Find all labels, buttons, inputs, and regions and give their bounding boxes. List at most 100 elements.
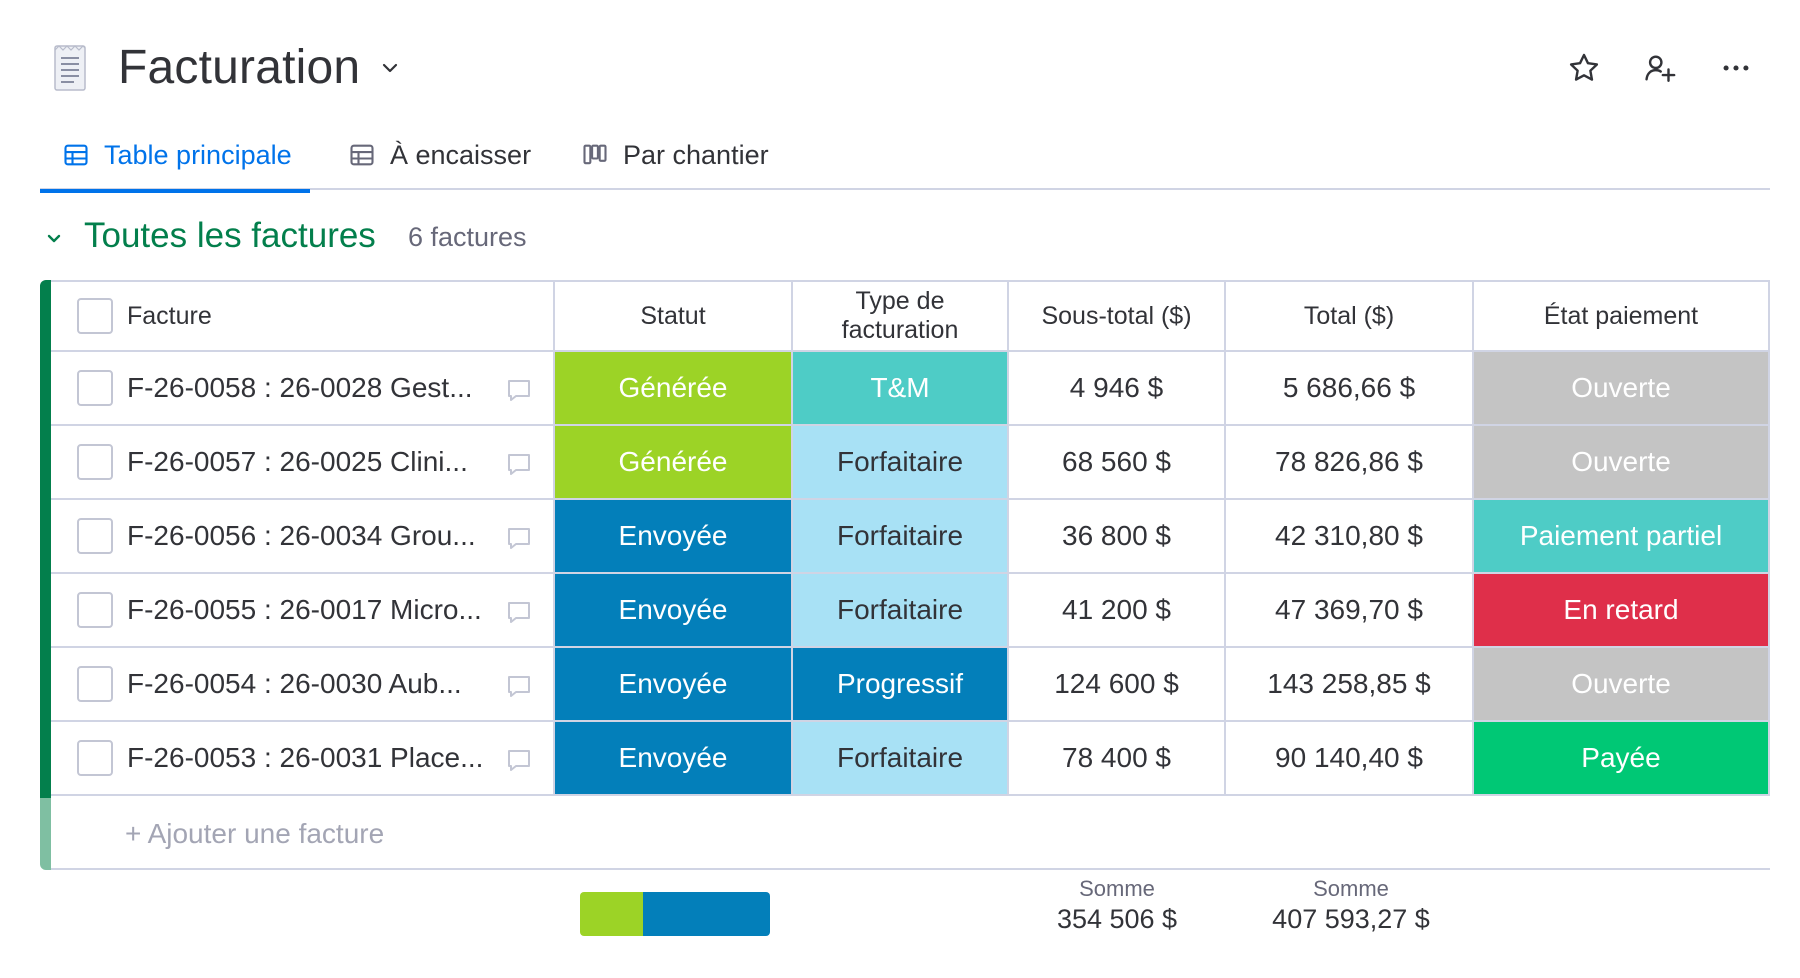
billing-type-label: Forfaitaire	[836, 594, 964, 625]
subtotal-cell[interactable]: 41 200 $	[1009, 574, 1226, 646]
item-name-cell: F-26-0055 : 26-0017 Micro...	[51, 574, 555, 646]
payment-status-cell[interactable]: Ouverte	[1474, 426, 1770, 498]
billing-type-cell[interactable]: T&M	[793, 352, 1009, 424]
star-icon	[1569, 53, 1599, 81]
billing-type-cell[interactable]: Forfaitaire	[793, 722, 1009, 794]
add-item-input[interactable]: + Ajouter une facture	[125, 818, 385, 849]
status-summary-bar[interactable]	[580, 892, 770, 936]
table-row[interactable]: F-26-0057 : 26-0025 Clini... Générée Forfa…	[51, 426, 1770, 500]
more-options-button[interactable]	[1716, 48, 1756, 88]
total-cell[interactable]: 5 686,66 $	[1226, 352, 1474, 424]
comment-icon[interactable]	[505, 452, 533, 478]
item-name[interactable]: F-26-0058 : 26-0028 Gest...	[127, 372, 473, 403]
group-title[interactable]: Toutes les factures	[84, 216, 376, 255]
billing-type-cell[interactable]: Forfaitaire	[793, 574, 1009, 646]
payment-status-cell[interactable]: Ouverte	[1474, 648, 1770, 720]
chevron-down-icon[interactable]	[378, 56, 402, 80]
payment-status-cell[interactable]: Paiement partiel	[1474, 500, 1770, 572]
total-cell[interactable]: 47 369,70 $	[1226, 574, 1474, 646]
billing-type-cell[interactable]: Progressif	[793, 648, 1009, 720]
comment-icon[interactable]	[505, 600, 533, 626]
subtotal-cell[interactable]: 4 946 $	[1009, 352, 1226, 424]
summary-label: Somme	[1079, 876, 1155, 901]
add-item-row[interactable]: + Ajouter une facture	[51, 798, 1770, 870]
table-row[interactable]: F-26-0053 : 26-0031 Place... Envoyée Forfa…	[51, 722, 1770, 796]
comment-icon[interactable]	[505, 378, 533, 404]
subtotal-cell[interactable]: 124 600 $	[1009, 648, 1226, 720]
row-checkbox[interactable]	[77, 666, 113, 702]
column-header-total[interactable]: Total ($)	[1226, 282, 1474, 350]
column-header-label: Statut	[640, 301, 706, 330]
table-header-row: Facture Statut Type de facturation Sous-…	[51, 280, 1770, 352]
payment-status-cell[interactable]: Payée	[1474, 722, 1770, 794]
item-name-cell: F-26-0053 : 26-0031 Place...	[51, 722, 555, 794]
column-header-label: Facture	[127, 301, 212, 330]
item-name[interactable]: F-26-0054 : 26-0030 Aub...	[127, 668, 462, 699]
item-name[interactable]: F-26-0057 : 26-0025 Clini...	[127, 446, 468, 477]
total-cell[interactable]: 143 258,85 $	[1226, 648, 1474, 720]
total-value: 42 310,80 $	[1275, 520, 1423, 551]
status-cell[interactable]: Générée	[555, 426, 793, 498]
favorite-button[interactable]	[1564, 48, 1604, 88]
status-cell[interactable]: Envoyée	[555, 722, 793, 794]
row-checkbox[interactable]	[77, 518, 113, 554]
subtotal-cell[interactable]: 36 800 $	[1009, 500, 1226, 572]
row-checkbox[interactable]	[77, 592, 113, 628]
status-label: Envoyée	[618, 520, 728, 551]
tab-label: À encaisser	[390, 139, 532, 170]
column-header-statut[interactable]: Statut	[555, 282, 793, 350]
comment-icon[interactable]	[505, 674, 533, 700]
row-checkbox[interactable]	[77, 370, 113, 406]
column-header-label: État paiement	[1543, 301, 1699, 330]
more-options-icon	[1723, 65, 1749, 71]
item-name[interactable]: F-26-0055 : 26-0017 Micro...	[127, 594, 482, 625]
subtotal-cell[interactable]: 78 400 $	[1009, 722, 1226, 794]
subtotal-value: 4 946 $	[1069, 372, 1164, 403]
row-checkbox[interactable]	[77, 740, 113, 776]
billing-type-cell[interactable]: Forfaitaire	[793, 426, 1009, 498]
summary-value: 354 506 $	[1056, 904, 1178, 934]
table-row[interactable]: F-26-0054 : 26-0030 Aub... Envoyée Progres…	[51, 648, 1770, 722]
table-row[interactable]: F-26-0055 : 26-0017 Micro... Envoyée Forfa…	[51, 574, 1770, 648]
column-header-label: facturation	[841, 316, 959, 344]
summary-label: Somme	[1313, 876, 1389, 901]
column-header-type[interactable]: Type de facturation	[793, 282, 1009, 350]
status-label: Générée	[618, 446, 728, 477]
table-row[interactable]: F-26-0056 : 26-0034 Grou... Envoyée Forfai…	[51, 500, 1770, 574]
item-name[interactable]: F-26-0056 : 26-0034 Grou...	[127, 520, 476, 551]
status-cell[interactable]: Envoyée	[555, 500, 793, 572]
group-color-bar-footer	[40, 798, 51, 870]
column-header-sous-total[interactable]: Sous-total ($)	[1009, 282, 1226, 350]
status-cell[interactable]: Générée	[555, 352, 793, 424]
billing-type-cell[interactable]: Forfaitaire	[793, 500, 1009, 572]
payment-status-cell[interactable]: Ouverte	[1474, 352, 1770, 424]
tab-table-principale[interactable]: Table principale	[40, 120, 310, 193]
summary-value: 407 593,27 $	[1272, 904, 1430, 934]
status-cell[interactable]: Envoyée	[555, 574, 793, 646]
select-all-checkbox[interactable]	[77, 298, 113, 334]
tab-par-chantier[interactable]: Par chantier	[581, 120, 769, 190]
board-title[interactable]: Facturation	[118, 41, 361, 94]
payment-status-label: Ouverte	[1571, 446, 1671, 477]
status-cell[interactable]: Envoyée	[555, 648, 793, 720]
group-collapse-chevron-icon[interactable]	[42, 226, 66, 250]
total-cell[interactable]: 42 310,80 $	[1226, 500, 1474, 572]
tab-a-encaisser[interactable]: À encaisser	[348, 120, 531, 190]
table-row[interactable]: F-26-0058 : 26-0028 Gest... Générée T&M 4 9…	[51, 352, 1770, 426]
row-checkbox[interactable]	[77, 444, 113, 480]
total-cell[interactable]: 78 826,86 $	[1226, 426, 1474, 498]
total-cell[interactable]: 90 140,40 $	[1226, 722, 1474, 794]
comment-icon[interactable]	[505, 748, 533, 774]
item-name[interactable]: F-26-0053 : 26-0031 Place...	[127, 742, 484, 773]
tab-label: Par chantier	[623, 139, 769, 170]
comment-icon[interactable]	[505, 526, 533, 552]
payment-status-label: Ouverte	[1571, 668, 1671, 699]
invite-member-button[interactable]	[1640, 48, 1680, 88]
payment-status-cell[interactable]: En retard	[1474, 574, 1770, 646]
subtotal-value: 41 200 $	[1062, 594, 1171, 625]
column-header-etat-paiement[interactable]: État paiement	[1474, 282, 1770, 350]
billing-type-label: Forfaitaire	[836, 742, 964, 773]
subtotal-cell[interactable]: 68 560 $	[1009, 426, 1226, 498]
status-summary-segment	[580, 892, 644, 936]
column-header-label: Sous-total ($)	[1041, 301, 1192, 330]
